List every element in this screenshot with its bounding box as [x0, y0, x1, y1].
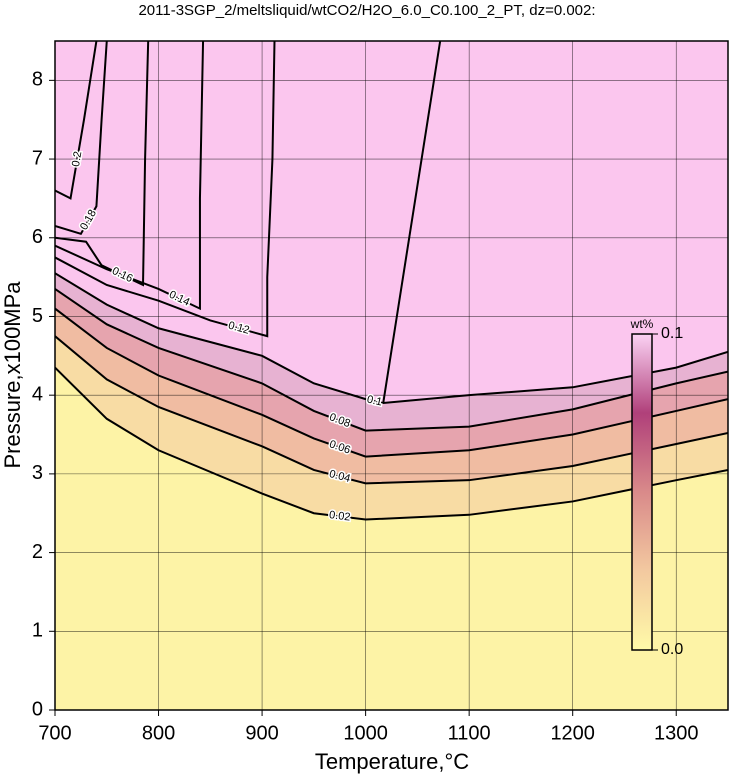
x-tick-label: 900	[245, 722, 278, 744]
y-tick-label: 1	[32, 620, 43, 642]
chart-title: 2011-3SGP_2/meltsliquid/wtCO2/H2O_6.0_C0…	[138, 2, 595, 19]
y-tick-label: 3	[32, 462, 43, 484]
y-tick-label: 7	[32, 147, 43, 169]
colorbar	[631, 333, 653, 651]
colorbar-label: wt%	[630, 317, 654, 331]
contour-fill	[55, 367, 728, 710]
contour-line	[55, 41, 728, 405]
colorbar-tick-label: 0.0	[661, 641, 683, 658]
colorbar-tick-label: 0.1	[661, 325, 683, 342]
contour-line	[55, 41, 205, 311]
y-tick-label: 0	[32, 698, 43, 720]
x-tick-label: 1200	[550, 722, 595, 744]
contour-line	[55, 41, 108, 236]
contour-label: 0.1	[366, 393, 384, 408]
y-tick-label: 6	[32, 226, 43, 248]
y-tick-label: 2	[32, 541, 43, 563]
x-tick-label: 1100	[448, 722, 491, 744]
contour-line	[55, 41, 276, 338]
contour-label: 0.04	[328, 468, 352, 485]
x-tick-label: 1000	[343, 722, 388, 744]
plot-area: 0.020.040.060.080.10.120.140.160.180.2	[55, 41, 728, 710]
contour-line	[55, 288, 728, 432]
x-tick-label: 1300	[654, 722, 699, 744]
y-axis-label: Pressure,x100MPa	[0, 281, 25, 469]
contour-line	[55, 335, 728, 485]
contour-line	[55, 41, 150, 287]
contour-label: 0.02	[328, 509, 351, 523]
y-tick-label: 4	[32, 383, 43, 405]
y-tick-label: 8	[32, 69, 43, 91]
x-tick-label: 700	[38, 722, 71, 744]
x-axis-label: Temperature,°C	[315, 749, 469, 774]
contour-line	[55, 41, 98, 200]
contour-label: 0.2	[70, 150, 84, 167]
y-tick-label: 5	[32, 305, 43, 327]
contour-line	[55, 307, 728, 458]
plot-frame	[54, 40, 729, 711]
contour-line	[55, 366, 728, 521]
x-tick-label: 800	[142, 722, 175, 744]
